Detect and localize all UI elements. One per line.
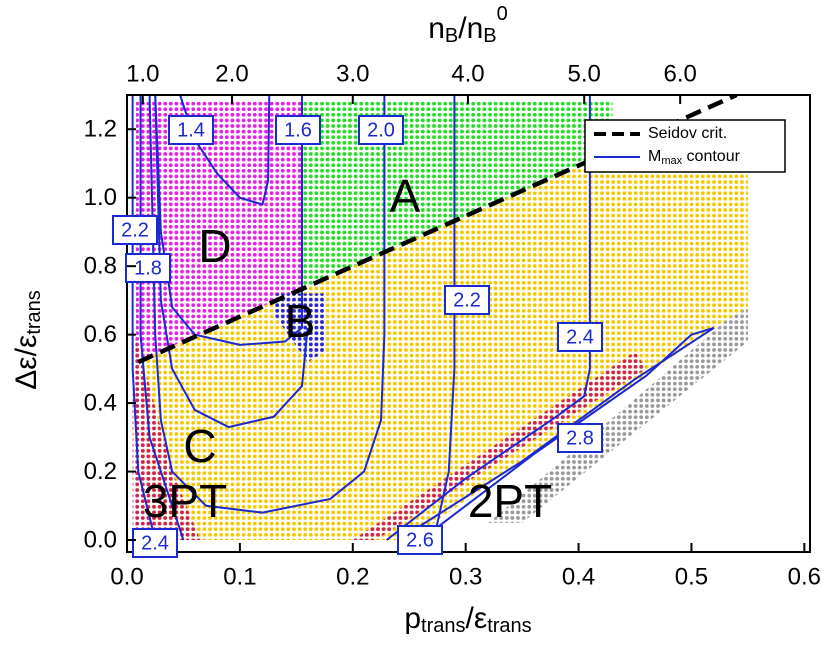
x-tick-label: 0.0 [110,563,143,590]
contour-label-box [168,115,214,145]
contour-line [419,326,715,541]
contour-line [148,95,386,514]
contour-label: 2.8 [566,427,594,449]
contour-label: 2.2 [121,219,149,241]
seidov-line [137,95,738,365]
x-tick-label: 0.6 [788,563,821,590]
region-label: 2PT [468,475,552,527]
contour-label-box [125,253,171,283]
top-tick-label: 6.0 [663,60,696,87]
x-tick-label: 0.3 [449,563,482,590]
x-tick-label: 0.2 [336,563,369,590]
y-tick-label: 0.0 [84,526,117,553]
legend-label: Seidov crit. [648,125,727,142]
region [132,327,201,541]
contour-label-box [444,285,490,315]
region [273,293,325,363]
contour-label: 2.4 [566,326,594,348]
y-tick-label: 1.2 [84,116,117,143]
y-axis-title: Δε/εtrans [10,290,45,390]
x-tick-label: 0.5 [675,563,708,590]
region [301,101,613,290]
contour-label: 2.2 [453,289,481,311]
y-tick-label: 0.2 [84,458,117,485]
region [136,101,302,363]
y-tick-label: 0.8 [84,253,117,280]
legend-box [584,119,786,173]
legend: Seidov crit. Mmax contour [584,119,786,173]
top-tick-label: 5.0 [568,60,601,87]
contour-label: 1.4 [177,119,205,141]
region-label: C [183,420,216,472]
contour-label-box [557,322,603,352]
contour-label-box [397,525,443,555]
region-label: B [285,295,316,347]
y-tick-label: 0.4 [84,389,117,416]
top-tick-label: 2.0 [215,60,248,87]
y-tick-label: 0.6 [84,321,117,348]
contour-line [154,95,309,429]
contour-label-box [132,528,178,558]
top-tick-label: 1.0 [126,60,159,87]
region [352,351,647,541]
region-label: A [390,170,421,222]
contour-label-box [358,115,404,145]
x-axis-title: ptrans/εtrans [404,602,531,637]
contour-line [397,326,715,541]
contour-label: 2.4 [141,532,169,554]
contour-label-box [112,215,158,245]
top-tick-label: 4.0 [451,60,484,87]
y-tick-label: 1.0 [84,184,117,211]
region [138,146,748,541]
region-label: 3PT [143,475,227,527]
contour-label: 2.0 [367,119,395,141]
region [488,307,748,523]
legend-label: Mmax contour [648,148,741,167]
contour-label: 1.8 [134,257,162,279]
contour-label-box [275,115,321,145]
x-tick-label: 0.1 [223,563,256,590]
contour-label: 1.6 [284,119,312,141]
contour-line [154,95,303,346]
top-tick-label: 3.0 [336,60,369,87]
top-axis-title: nB/nB0 [428,3,508,47]
x-tick-label: 0.4 [562,563,595,590]
contour-label: 2.6 [406,529,434,551]
region-label: D [198,220,231,272]
contour-label-box [557,423,603,453]
